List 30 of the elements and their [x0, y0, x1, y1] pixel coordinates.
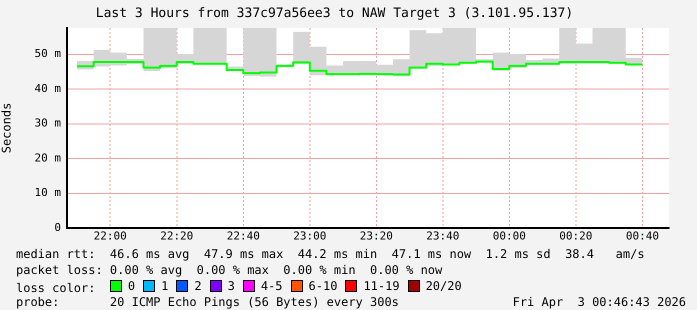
x-tick-label: 22:00	[94, 229, 127, 242]
chart-title: Last 3 Hours from 337c97a56ee3 to NAW Target 3 (3.101.95.137)	[96, 6, 574, 22]
text: median rtt: 46.6 ms avg 47.9 ms max 44.2 ms min 47.1 ms now 1.2 ms sd 38.4 am/s	[16, 247, 645, 261]
y-tick-label: 0	[54, 220, 61, 234]
legend-label: 3	[228, 279, 235, 293]
x-tick-label: 00:40	[626, 229, 659, 242]
text: Fri Apr 3 00:46:43 2026	[512, 295, 686, 309]
legend-label: 1	[161, 279, 168, 293]
text: probe: 20 ICMP Echo Pings (56 Bytes) every 300s	[16, 295, 399, 309]
x-tick-label: 23:00	[293, 229, 326, 242]
x-tick-label: 23:40	[426, 229, 460, 242]
x-tick-label: 00:00	[492, 229, 526, 242]
x-tick-label: 23:20	[360, 229, 393, 242]
legend-label: 4-5	[260, 279, 283, 293]
x-tick-label: 22:40	[226, 229, 260, 242]
y-tick-label: 30 m	[34, 116, 62, 130]
text: packet loss: 0.00 % avg 0.00 % max 0.00 % min 0.00 % now	[16, 263, 442, 277]
y-tick-label: 50 m	[34, 47, 62, 60]
legend-label: 11-19	[363, 279, 400, 293]
y-tick-label: 40 m	[34, 82, 62, 95]
x-tick-label: 22:20	[160, 229, 194, 242]
legend-title: loss color:	[16, 281, 96, 295]
y-tick-label: 20 m	[34, 151, 62, 164]
legend-label: 2	[194, 279, 202, 293]
y-axis-title: Seconds	[0, 102, 14, 154]
legend-label: 0	[128, 279, 136, 293]
y-tick-label: 10 m	[34, 186, 62, 200]
legend-label: 6-10	[308, 279, 338, 293]
legend-label: 20/20	[426, 279, 462, 293]
x-tick-label: 00:20	[559, 229, 592, 242]
